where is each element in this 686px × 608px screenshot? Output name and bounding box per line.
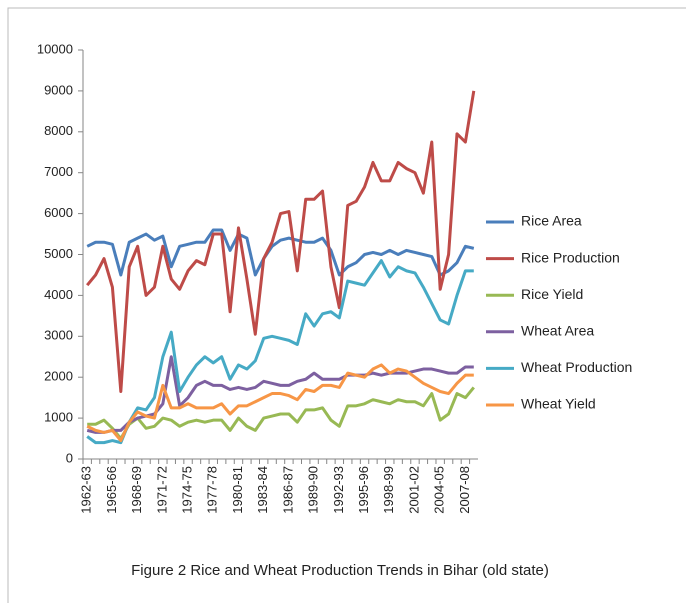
y-tick-label: 2000 [44,369,73,384]
series-line [86,259,474,445]
x-tick-label: 2001-02 [406,466,421,514]
x-tick-label: 1992-93 [331,466,346,514]
x-tick-label: 1998-99 [381,466,396,514]
y-tick-label: 10000 [37,41,73,56]
x-tick-label: 1977-78 [205,466,220,514]
legend-label: Rice Yield [521,286,583,302]
x-tick-label: 1968-69 [129,466,144,514]
legend-label: Wheat Yield [521,396,596,412]
legend-label: Wheat Production [521,359,632,375]
y-tick-label: 8000 [44,123,73,138]
x-tick-label: 1995-96 [356,466,371,514]
y-tick-label: 3000 [44,328,73,343]
chart-border [7,7,686,608]
x-tick-label: 1974-75 [179,466,194,514]
x-tick-label: 1980-81 [230,466,245,514]
x-tick-label: 1971-72 [154,466,169,514]
x-tick-label: 1983-84 [255,466,270,514]
legend-label: Rice Production [521,249,620,265]
y-tick-label: 5000 [44,246,73,261]
x-tick-label: 1989-90 [306,466,321,514]
series-line [86,90,476,394]
legend-label: Wheat Area [521,323,594,339]
series-line [87,386,475,441]
x-tick-label: 1962-63 [79,466,94,514]
y-tick-label: 7000 [44,164,73,179]
x-tick-label: 2007-08 [457,466,472,514]
y-tick-label: 0 [66,450,73,465]
legend-label: Rice Area [521,213,582,229]
y-tick-label: 4000 [44,287,73,302]
x-tick-label: 1965-66 [104,466,119,514]
chart-title: Figure 2 Rice and Wheat Production Trend… [131,562,549,579]
y-tick-label: 9000 [44,82,73,97]
series-line [86,363,474,443]
series-line [86,228,475,277]
x-tick-label: 1986-87 [280,466,295,514]
y-tick-label: 6000 [44,205,73,220]
x-tick-label: 2004-05 [432,466,447,514]
y-tick-label: 1000 [44,410,73,425]
